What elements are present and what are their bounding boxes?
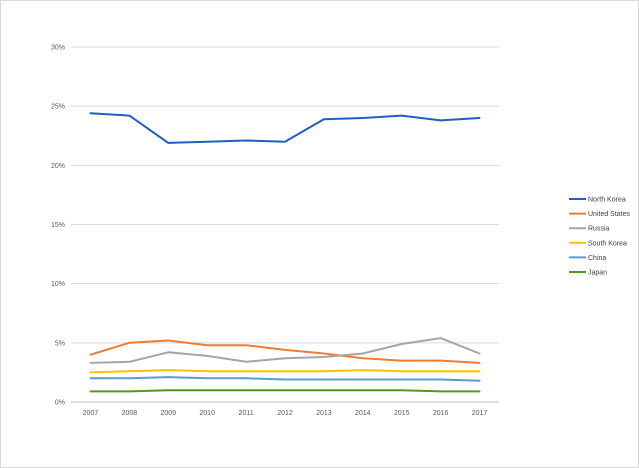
x-tick-label: 2014 [355, 410, 371, 417]
x-tick-label: 2016 [433, 410, 449, 417]
x-tick-label: 2009 [160, 410, 176, 417]
legend-label: North Korea [588, 197, 626, 204]
legend-label: South Korea [588, 240, 627, 247]
x-tick-label: 2010 [199, 410, 215, 417]
legend: North Korea United States Russia South Kore… [569, 197, 631, 277]
y-tick-label: 10% [51, 281, 65, 288]
series-line-japan [89, 389, 481, 393]
y-tick-label: 0% [55, 400, 65, 407]
y-tick-label: 5% [55, 340, 65, 347]
y-axis: 0% 5% 10% 15% 20% 25% 30% [51, 45, 65, 407]
x-tick-label: 2015 [394, 410, 410, 417]
x-tick-label: 2017 [472, 410, 488, 417]
series-line-united-states [89, 339, 481, 364]
y-tick-label: 20% [51, 163, 65, 170]
x-tick-label: 2011 [239, 410, 254, 417]
legend-label: United States [588, 211, 631, 218]
y-tick-label: 30% [51, 45, 65, 52]
x-tick-label: 2013 [316, 410, 332, 417]
series-line-north-korea [89, 112, 481, 144]
y-tick-label: 25% [51, 104, 65, 111]
x-tick-label: 2012 [277, 410, 293, 417]
gridlines [71, 46, 499, 403]
x-axis: 2007 2008 2009 2010 2011 2012 2013 2014 2015 2016… [83, 410, 488, 417]
series-line-china [89, 376, 481, 382]
series-lines [89, 112, 481, 393]
y-tick-label: 15% [51, 222, 65, 229]
legend-label: Japan [588, 270, 607, 277]
series-line-russia [89, 337, 481, 364]
legend-label: Russia [588, 226, 610, 233]
x-tick-label: 2007 [83, 410, 99, 417]
legend-label: China [588, 255, 606, 262]
x-tick-label: 2008 [122, 410, 138, 417]
series-line-south-korea [89, 369, 481, 374]
